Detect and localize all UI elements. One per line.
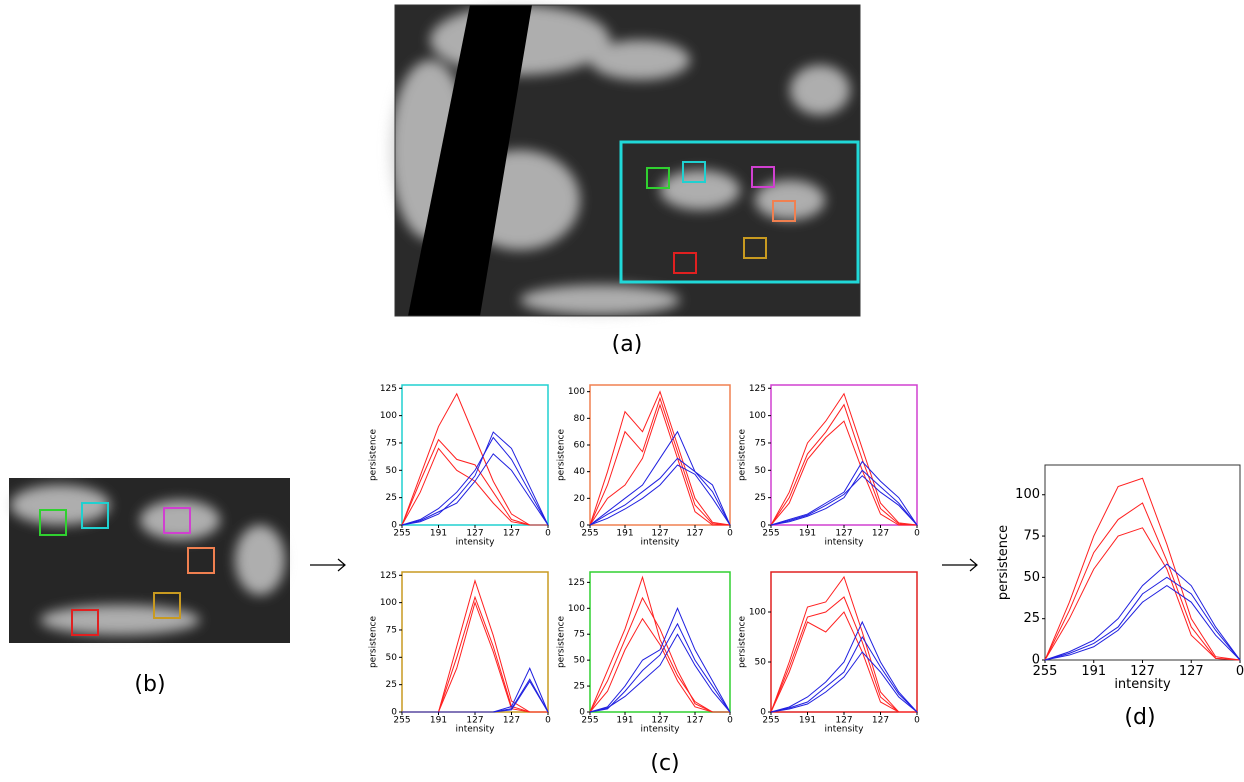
x-tick-label: 255 xyxy=(393,529,410,539)
x-tick-label: 255 xyxy=(762,529,779,539)
x-tick-label: 191 xyxy=(430,716,447,726)
y-tick-label: 75 xyxy=(1023,529,1040,544)
x-axis-label: intensity xyxy=(824,538,864,548)
x-tick-label: 191 xyxy=(799,716,816,726)
panel-label: (d) xyxy=(1124,705,1155,730)
y-tick-label: 75 xyxy=(386,438,397,448)
y-tick-label: 80 xyxy=(574,414,586,424)
x-tick-label: 127 xyxy=(503,529,520,539)
y-tick-label: 25 xyxy=(574,682,585,692)
y-tick-label: 60 xyxy=(574,441,586,451)
x-tick-label: 191 xyxy=(616,529,633,539)
x-tick-label: 255 xyxy=(393,716,410,726)
y-tick-label: 100 xyxy=(749,608,766,618)
x-tick-label: 0 xyxy=(1236,664,1244,679)
y-tick-label: 25 xyxy=(386,680,397,690)
x-tick-label: 255 xyxy=(581,529,598,539)
y-axis-label: persistence xyxy=(557,429,567,482)
y-tick-label: 100 xyxy=(568,604,585,614)
y-tick-label: 40 xyxy=(574,467,586,477)
x-tick-label: 255 xyxy=(762,716,779,726)
x-tick-label: 255 xyxy=(1033,664,1058,679)
x-tick-label: 127 xyxy=(872,529,889,539)
x-tick-label: 191 xyxy=(1081,664,1106,679)
y-tick-label: 100 xyxy=(380,411,397,421)
x-axis-label: intensity xyxy=(455,725,495,735)
x-tick-label: 127 xyxy=(686,529,703,539)
x-tick-label: 0 xyxy=(727,529,733,539)
y-axis-label: persistence xyxy=(557,616,567,669)
y-tick-label: 20 xyxy=(574,494,586,504)
y-axis-label: persistence xyxy=(738,616,748,669)
x-tick-label: 191 xyxy=(616,716,633,726)
x-tick-label: 0 xyxy=(727,716,733,726)
y-tick-label: 50 xyxy=(755,466,767,476)
plot-frame xyxy=(402,385,548,525)
y-tick-label: 100 xyxy=(568,387,585,397)
y-tick-label: 75 xyxy=(386,625,397,635)
plot-frame xyxy=(771,572,917,712)
x-tick-label: 127 xyxy=(686,716,703,726)
y-axis-label: persistence xyxy=(369,429,379,482)
y-tick-label: 100 xyxy=(380,598,397,608)
x-tick-label: 0 xyxy=(545,529,551,539)
y-tick-label: 50 xyxy=(386,466,398,476)
x-axis-label: intensity xyxy=(824,725,864,735)
x-tick-label: 191 xyxy=(799,529,816,539)
x-tick-label: 127 xyxy=(872,716,889,726)
y-tick-label: 125 xyxy=(749,384,766,394)
y-axis-label: persistence xyxy=(738,429,748,482)
x-axis-label: intensity xyxy=(455,538,495,548)
x-axis-label: intensity xyxy=(1114,677,1171,692)
satellite-image-b xyxy=(9,478,290,643)
x-axis-label: intensity xyxy=(640,538,680,548)
panel-label: (a) xyxy=(612,332,643,357)
y-axis-label: persistence xyxy=(996,525,1011,600)
y-tick-label: 100 xyxy=(1015,487,1040,502)
x-tick-label: 0 xyxy=(914,529,920,539)
y-tick-label: 25 xyxy=(755,493,766,503)
y-tick-label: 50 xyxy=(574,656,586,666)
y-tick-label: 125 xyxy=(380,384,397,394)
y-tick-label: 100 xyxy=(749,411,766,421)
x-tick-label: 191 xyxy=(430,529,447,539)
x-tick-label: 127 xyxy=(503,716,520,726)
figure: (a) (b) (c) (d) 025507510012525519112712… xyxy=(0,0,1244,782)
x-tick-label: 0 xyxy=(545,716,551,726)
panel-label: (b) xyxy=(134,672,165,697)
y-tick-label: 25 xyxy=(1023,611,1040,626)
arrow xyxy=(310,559,977,571)
y-tick-label: 125 xyxy=(568,578,585,588)
satellite-image-a xyxy=(390,5,860,316)
y-axis-label: persistence xyxy=(369,616,379,669)
plot-frame xyxy=(402,572,548,712)
y-tick-label: 125 xyxy=(380,571,397,581)
x-axis-label: intensity xyxy=(640,725,680,735)
y-tick-label: 50 xyxy=(386,653,398,663)
y-tick-label: 75 xyxy=(755,438,766,448)
plot-frame xyxy=(1045,465,1240,660)
x-tick-label: 127 xyxy=(1179,664,1204,679)
x-tick-label: 0 xyxy=(914,716,920,726)
x-tick-label: 255 xyxy=(581,716,598,726)
y-tick-label: 50 xyxy=(755,658,767,668)
y-tick-label: 25 xyxy=(386,493,397,503)
y-tick-label: 50 xyxy=(1023,570,1040,585)
plot-frame xyxy=(590,572,730,712)
panel-label: (c) xyxy=(650,751,679,776)
y-tick-label: 75 xyxy=(574,630,585,640)
